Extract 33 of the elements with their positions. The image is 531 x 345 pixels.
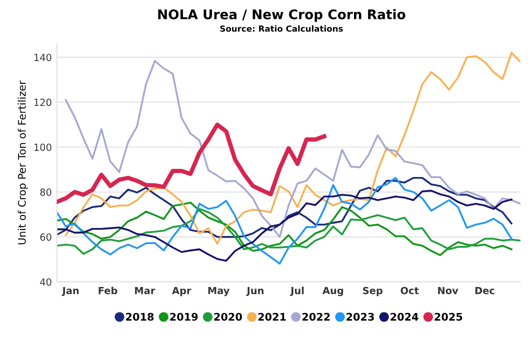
x-tick-label: Feb bbox=[98, 286, 118, 294]
legend-label: 2022 bbox=[302, 312, 330, 321]
legend-label: 2024 bbox=[390, 312, 418, 321]
x-tick-label: Dec bbox=[475, 287, 494, 294]
legend-label: 2019 bbox=[170, 312, 198, 321]
y-tick-label: 60 bbox=[40, 233, 52, 241]
y-tick-label: 100 bbox=[34, 144, 52, 151]
x-tick-label: Apr bbox=[172, 287, 192, 296]
line-series bbox=[56, 122, 326, 204]
x-tick-label: Mar bbox=[135, 287, 156, 294]
x-tick-label: May bbox=[208, 286, 230, 296]
x-tick-label: Jul bbox=[290, 286, 304, 296]
legend-label: 2020 bbox=[214, 312, 242, 321]
chart-title: NOLA Urea / New Crop Corn Ratio bbox=[158, 9, 406, 22]
legend-label: 2018 bbox=[126, 312, 154, 321]
legend-label: 2025 bbox=[434, 312, 462, 321]
x-tick-label: Oct bbox=[400, 286, 419, 294]
y-axis-title: Unit of Crop Per Ton of Fertilizer bbox=[18, 80, 28, 244]
y-tick-label: 140 bbox=[34, 54, 52, 62]
y-tick-label: 120 bbox=[34, 98, 52, 106]
x-tick-label: Nov bbox=[438, 287, 458, 294]
line-series bbox=[56, 190, 512, 262]
line-series bbox=[56, 176, 512, 238]
legend-label: 2023 bbox=[346, 312, 374, 321]
x-tick-label: Aug bbox=[322, 286, 344, 296]
chart-subtitle: Source: Ratio Calculations bbox=[220, 25, 343, 32]
line-series bbox=[56, 176, 512, 265]
legend-label: 2021 bbox=[258, 312, 286, 321]
y-tick-label: 40 bbox=[40, 278, 52, 286]
y-tick-label: 80 bbox=[40, 188, 52, 196]
x-tick-label: Sep bbox=[363, 286, 382, 296]
x-tick-label: Jun bbox=[246, 287, 264, 296]
x-tick-label: Jan bbox=[62, 287, 79, 296]
